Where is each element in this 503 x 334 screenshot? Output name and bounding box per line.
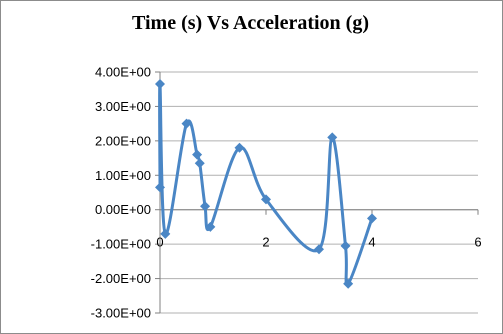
y-axis-tick-labels: 4.00E+00 3.00E+00 2.00E+00 1.00E+00 0.00E+00… xyxy=(91,65,151,321)
y-tick-label: -1.00E+00 xyxy=(91,237,151,252)
chart-title: Time (s) Vs Acceleration (g) xyxy=(132,12,369,34)
x-tick-label: 0 xyxy=(156,235,163,250)
data-point-marker xyxy=(194,158,205,169)
data-point-marker xyxy=(205,221,216,232)
y-tick-label: 2.00E+00 xyxy=(95,133,151,148)
series-markers xyxy=(155,79,377,289)
y-tick-label: -3.00E+00 xyxy=(91,306,151,321)
series-line xyxy=(158,82,374,286)
data-point-marker xyxy=(314,244,324,255)
data-point-marker xyxy=(340,240,351,251)
data-point-marker xyxy=(192,149,203,160)
data-point-marker xyxy=(261,194,271,205)
data-point-marker xyxy=(155,182,165,193)
y-tick-label: -2.00E+00 xyxy=(91,271,151,286)
axes xyxy=(155,71,479,314)
data-point-marker xyxy=(160,228,171,239)
y-tick-label: 0.00E+00 xyxy=(95,202,151,217)
data-point-marker xyxy=(155,79,165,90)
gridlines xyxy=(160,71,478,314)
data-point-marker xyxy=(234,142,245,153)
y-tick-label: 3.00E+00 xyxy=(95,99,151,114)
data-point-marker xyxy=(327,132,338,143)
y-tick-label: 4.00E+00 xyxy=(95,65,151,80)
x-tick-label: 6 xyxy=(474,235,481,250)
x-axis-tick-labels: 0 2 4 6 xyxy=(156,235,481,250)
data-point-marker xyxy=(200,201,211,212)
x-tick-label: 4 xyxy=(368,235,375,250)
data-point-marker xyxy=(181,118,192,129)
data-point-marker xyxy=(343,278,354,289)
x-tick-label: 2 xyxy=(262,235,269,250)
y-tick-label: 1.00E+00 xyxy=(95,168,151,183)
data-point-marker xyxy=(367,213,377,224)
